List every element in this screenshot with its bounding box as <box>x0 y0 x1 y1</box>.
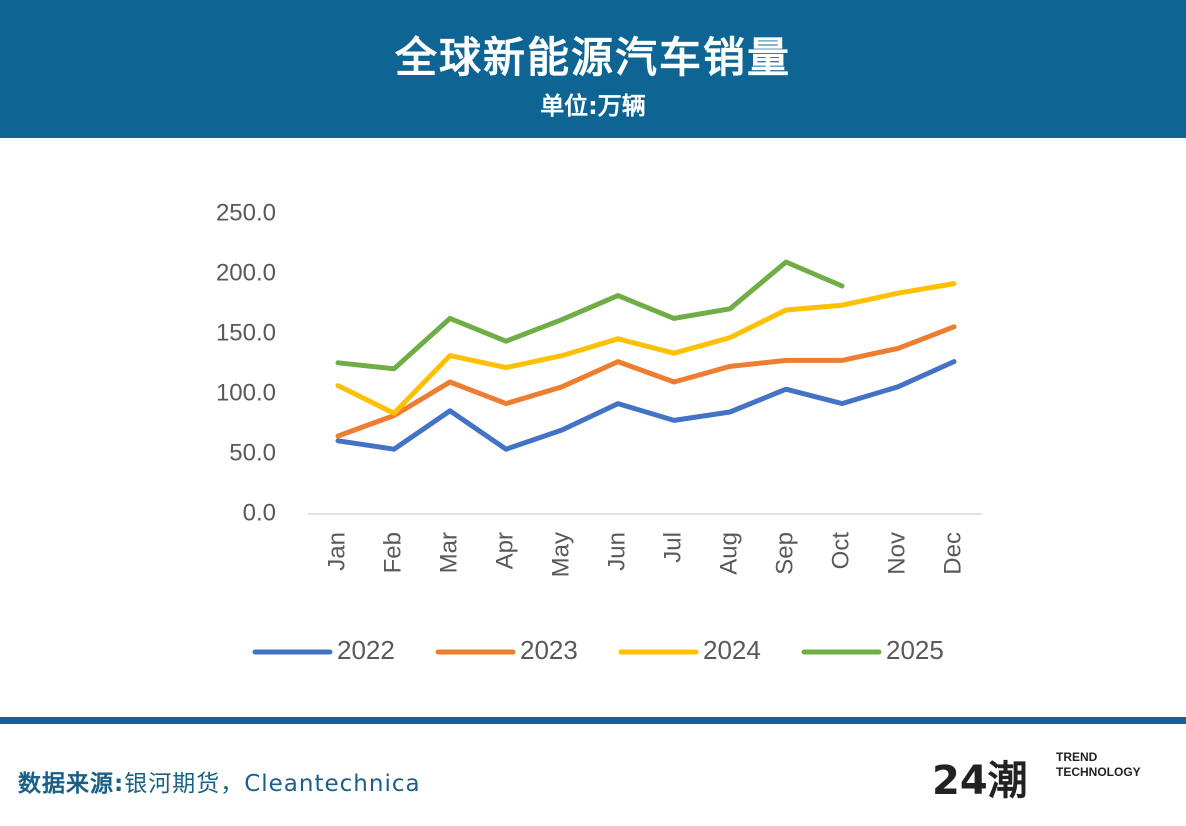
x-tick-label: Nov <box>883 532 910 575</box>
legend-label: 2024 <box>703 635 761 665</box>
series-line <box>335 281 957 416</box>
series-line <box>335 324 957 439</box>
legend-label: 2025 <box>886 635 944 665</box>
legend-label: 2023 <box>520 635 578 665</box>
x-tick-label: Jul <box>659 532 686 563</box>
series-line <box>335 259 845 372</box>
source-text: 银河期货，Cleantechnica <box>124 771 421 797</box>
source-label: 数据来源: <box>18 771 125 797</box>
subtitle: 单位:万辆 <box>540 92 646 120</box>
source: 数据来源:银河期货，Cleantechnica <box>18 764 421 798</box>
x-tick-label: May <box>547 532 574 577</box>
header-banner: 全球新能源汽车销量 单位:万辆 <box>0 0 1186 138</box>
y-tick-label: 50.0 <box>229 439 276 466</box>
x-tick-label: Dec <box>939 532 966 575</box>
series-line <box>335 359 957 452</box>
footer-rule <box>0 717 1186 724</box>
y-tick-label: 150.0 <box>216 319 276 346</box>
x-tick-label: Oct <box>827 532 854 570</box>
x-tick-label: Sep <box>771 532 798 575</box>
x-tick-label: Apr <box>491 532 518 569</box>
y-tick-label: 250.0 <box>216 199 276 226</box>
title: 全球新能源汽车销量 <box>394 33 791 82</box>
x-tick-label: Mar <box>435 532 462 573</box>
x-tick-label: Jun <box>603 532 630 571</box>
x-tick-label: Feb <box>379 532 406 573</box>
x-tick-label: Jan <box>323 532 350 571</box>
y-tick-label: 200.0 <box>216 259 276 286</box>
logo-mark: 24潮 <box>932 758 1028 804</box>
x-tick-label: Aug <box>715 532 742 575</box>
y-tick-label: 0.0 <box>243 499 276 526</box>
logo-tagline-line: TREND <box>1056 750 1098 764</box>
y-tick-label: 100.0 <box>216 379 276 406</box>
legend-label: 2022 <box>337 635 395 665</box>
logo-tagline: TREND TECHNOLOGY <box>1056 750 1141 780</box>
logo-tagline-line: TECHNOLOGY <box>1056 765 1141 779</box>
